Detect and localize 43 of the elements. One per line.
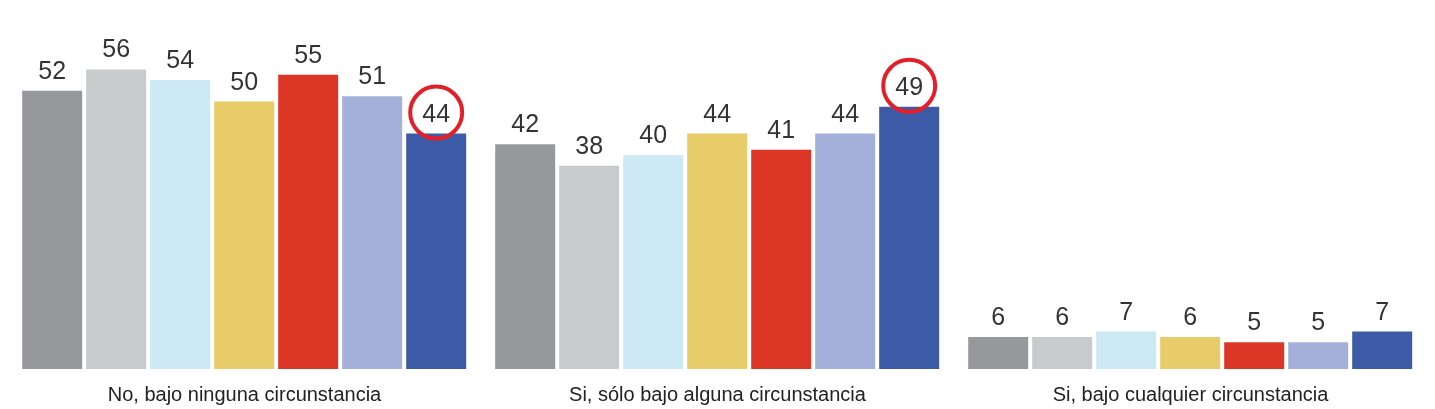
- x-tick-label: No, bajo ninguna circunstancia: [107, 383, 383, 406]
- bar: [559, 165, 620, 369]
- data-label: 40: [639, 120, 668, 148]
- bar: [751, 149, 812, 369]
- data-label: 6: [1183, 301, 1198, 330]
- data-label: 49: [895, 71, 924, 100]
- bar: [1288, 342, 1349, 369]
- bar: [1160, 336, 1221, 369]
- x-tick-label: Si, bajo cualquier circunstancia: [1052, 383, 1330, 406]
- data-label: 50: [230, 66, 259, 95]
- bar: [1032, 336, 1093, 369]
- data-label: 56: [102, 34, 131, 63]
- data-label: 44: [703, 98, 732, 127]
- data-label: 51: [358, 61, 387, 90]
- bar: [342, 96, 403, 369]
- bar: [22, 90, 83, 369]
- bar: [815, 133, 876, 369]
- bar: [150, 80, 211, 369]
- bar: [278, 74, 339, 369]
- data-label: 5: [1247, 307, 1262, 336]
- bar: [1352, 331, 1413, 369]
- data-label: 7: [1119, 296, 1134, 325]
- bar: [214, 101, 275, 369]
- data-label: 42: [511, 109, 540, 138]
- bar: [623, 155, 684, 369]
- data-label: 41: [767, 114, 796, 143]
- data-label: 5: [1311, 307, 1326, 336]
- data-label: 38: [575, 130, 604, 159]
- data-label: 44: [422, 98, 451, 127]
- data-label: 54: [166, 45, 195, 74]
- data-label: 52: [38, 55, 67, 84]
- bar: [968, 336, 1029, 369]
- data-label: 44: [831, 98, 860, 127]
- bar: [495, 144, 556, 369]
- data-label: 6: [1055, 301, 1070, 330]
- x-tick-label: Si, sólo bajo alguna circunstancia: [569, 383, 867, 406]
- data-label: 7: [1375, 296, 1390, 325]
- bar: [1096, 331, 1157, 369]
- data-label: 55: [294, 39, 323, 68]
- bar: [1224, 342, 1285, 369]
- bar: [86, 69, 147, 369]
- data-label: 6: [991, 301, 1006, 330]
- bar: [687, 133, 748, 369]
